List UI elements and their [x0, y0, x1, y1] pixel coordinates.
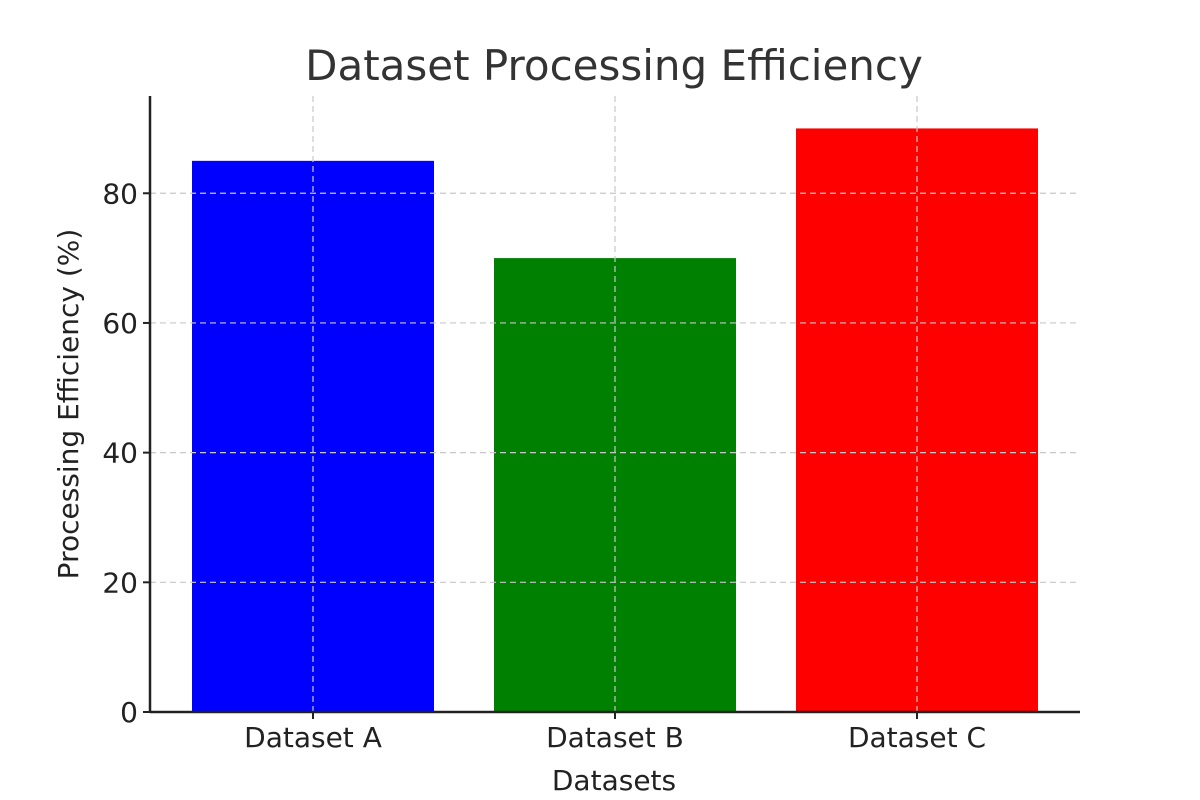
y-tick-label: 0 — [120, 696, 138, 729]
y-axis-title: Processing Efficiency (%) — [52, 229, 85, 580]
x-ticks-group: Dataset A Dataset B Dataset C — [244, 712, 986, 754]
y-tick-label: 20 — [102, 566, 138, 599]
y-tick-label: 80 — [102, 177, 138, 210]
grid-group — [150, 96, 1080, 712]
x-tick-label: Dataset C — [848, 721, 986, 754]
bars-group — [192, 128, 1038, 713]
x-tick-label: Dataset A — [244, 721, 382, 754]
y-ticks-group: 0 20 40 60 80 — [102, 177, 150, 729]
chart-title: Dataset Processing Efficiency — [305, 41, 923, 90]
x-tick-label: Dataset B — [546, 721, 684, 754]
y-tick-label: 60 — [102, 307, 138, 340]
x-axis-title: Datasets — [552, 764, 676, 797]
y-tick-label: 40 — [102, 437, 138, 470]
